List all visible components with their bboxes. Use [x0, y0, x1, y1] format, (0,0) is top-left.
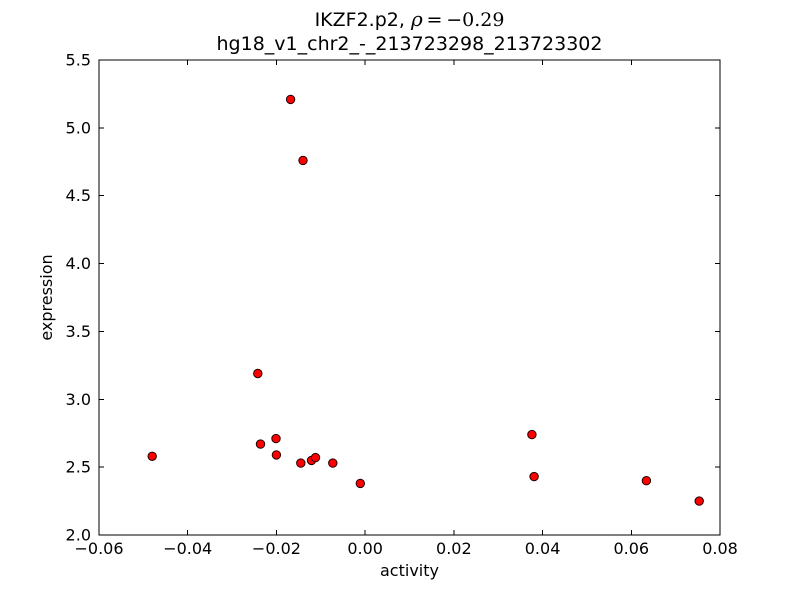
data-point [641, 476, 652, 486]
rho-value: = −0.29 [422, 9, 505, 31]
chart-subtitle: hg18_v1_chr2_-_213723298_213723302 [216, 33, 603, 55]
x-tick-label: −0.06 [74, 539, 123, 558]
y-axis-label: expression [37, 254, 56, 340]
x-tick-label: 0.04 [525, 539, 561, 558]
rho-symbol: ρ [410, 7, 423, 31]
data-point [694, 496, 704, 506]
x-tick-label: −0.02 [252, 539, 301, 558]
x-tick-label: −0.04 [163, 539, 212, 558]
chart-title: IKZF2.p2, ρ = −0.29 [99, 7, 720, 32]
y-tick-label: 5.0 [66, 118, 91, 137]
x-tick-label: 0.08 [702, 539, 738, 558]
x-axis-label: activity [380, 561, 439, 580]
y-tick-label: 2.0 [66, 526, 91, 545]
data-point [355, 478, 365, 489]
y-tick-label: 4.0 [66, 254, 91, 273]
data-point [296, 458, 306, 468]
tick-labels-group: −0.06 −0.04 −0.02 0.00 0.02 0.04 0.06 0.08 2.0 2.… [66, 51, 738, 559]
chart-title-text: IKZF2.p2, [314, 9, 411, 31]
plot-frame [98, 59, 721, 536]
data-point [271, 450, 282, 460]
data-point [255, 439, 266, 449]
data-point [310, 452, 321, 463]
y-tick-label: 5.5 [66, 51, 91, 70]
data-point [285, 94, 296, 105]
data-point [298, 155, 308, 166]
x-tick-label: 0.02 [436, 539, 472, 558]
y-tick-label: 4.5 [66, 186, 91, 205]
axis-ticks-group [98, 59, 721, 536]
data-point [529, 471, 539, 482]
plot-frame-group [98, 59, 721, 536]
data-point [253, 368, 263, 379]
x-tick-label: 0.06 [613, 539, 649, 558]
y-tick-label: 3.0 [66, 390, 91, 409]
data-point [147, 451, 157, 461]
data-point [328, 458, 338, 468]
x-tick-label: 0.00 [347, 539, 383, 558]
data-points-group [147, 94, 704, 506]
chart-title-block: IKZF2.p2, ρ = −0.29 hg18_v1_chr2_-_21372… [99, 7, 720, 56]
y-tick-label: 3.5 [66, 322, 91, 341]
data-point [271, 433, 281, 444]
y-tick-label: 2.5 [66, 458, 91, 477]
data-point [527, 429, 537, 440]
